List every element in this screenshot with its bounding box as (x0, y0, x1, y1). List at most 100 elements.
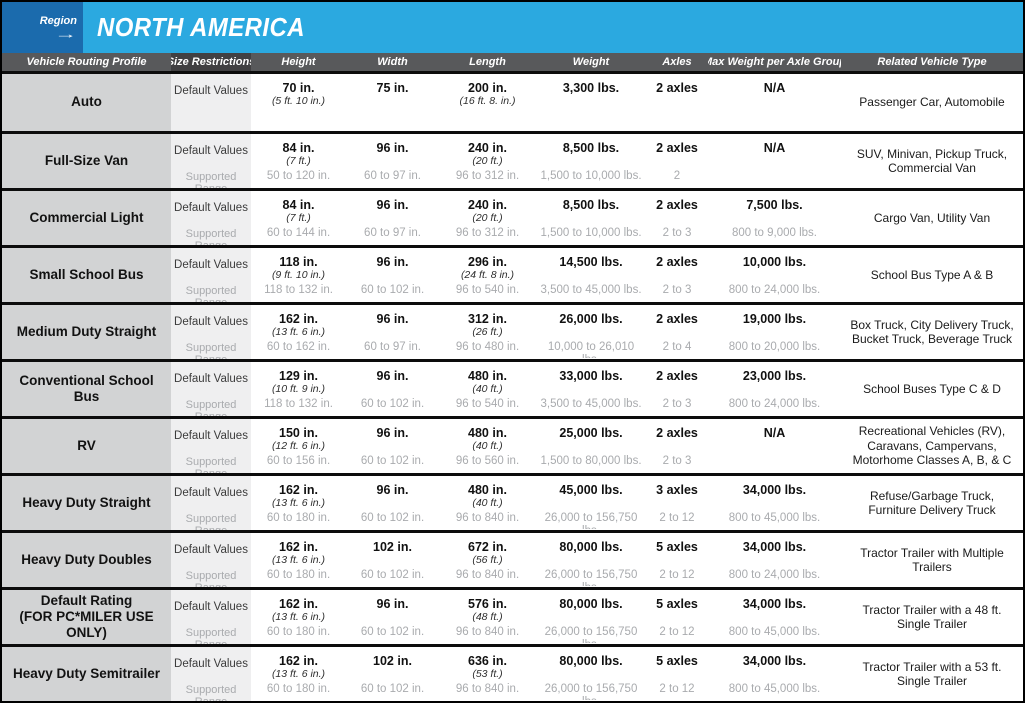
weight-supported-range: 3,500 to 45,000 lbs. (540, 284, 642, 296)
height-default-value: 84 in. (282, 141, 315, 155)
length-default-value: 240 in. (468, 198, 507, 212)
height-cell: 162 in. (13 ft. 6 in.) 60 to 180 in. (251, 533, 346, 587)
length-supported-range: 96 to 840 in. (455, 569, 520, 581)
length-cell: 672 in. (56 ft.) 96 to 840 in. (439, 533, 536, 587)
axles-supported-range: 2 to 3 (662, 455, 692, 467)
max-axle-weight-default-value: N/A (763, 426, 786, 440)
max-axle-weight-supported-range: 800 to 24,000 lbs. (728, 569, 821, 581)
width-cell: 75 in. (346, 74, 439, 131)
vehicle-profile-cell: Heavy Duty Semitrailer (2, 647, 171, 701)
height-cell: 129 in. (10 ft. 9 in.) 118 to 132 in. (251, 362, 346, 416)
axles-default-value: 2 axles (656, 198, 698, 212)
length-cell: 296 in. (24 ft. 8 in.) 96 to 540 in. (439, 248, 536, 302)
axles-default-value: 5 axles (656, 540, 698, 554)
column-header-weight: Weight (572, 56, 610, 68)
height-cell: 162 in. (13 ft. 6 in.) 60 to 180 in. (251, 590, 346, 644)
related-vehicle-type: Passenger Car, Automobile (859, 95, 1005, 110)
max-axle-weight-cell: N/A (708, 74, 841, 131)
default-values-label: Default Values (174, 202, 248, 214)
length-default-sub: (40 ft.) (472, 440, 503, 453)
weight-cell: 8,500 lbs. 1,500 to 10,000 lbs. (536, 191, 646, 245)
related-vehicle-type: Recreational Vehicles (RV), Caravans, Ca… (852, 424, 1012, 468)
column-header-axles: Axles (662, 56, 692, 68)
length-cell: 240 in. (20 ft.) 96 to 312 in. (439, 134, 536, 188)
weight-default-value: 80,000 lbs. (559, 540, 623, 554)
width-supported-range: 60 to 97 in. (364, 341, 421, 353)
axles-cell: 2 axles (646, 74, 708, 131)
length-supported-range: 96 to 560 in. (455, 455, 520, 467)
height-supported-range: 60 to 180 in. (266, 569, 331, 581)
axles-default-value: 5 axles (656, 597, 698, 611)
length-cell: 240 in. (20 ft.) 96 to 312 in. (439, 191, 536, 245)
vehicle-profile-name: Heavy Duty Semitrailer (12, 665, 161, 681)
supported-range-label: Supported Range (185, 285, 237, 302)
weight-cell: 80,000 lbs. 26,000 to 156,750 lbs. (536, 590, 646, 644)
axles-supported-range: 2 to 12 (659, 683, 695, 695)
weight-default-value: 26,000 lbs. (559, 312, 623, 326)
max-axle-weight-cell: N/A (708, 134, 841, 188)
max-axle-weight-default-value: 19,000 lbs. (742, 312, 807, 326)
weight-cell: 45,000 lbs. 26,000 to 156,750 lbs. (536, 476, 646, 530)
width-cell: 102 in. 60 to 102 in. (346, 533, 439, 587)
weight-cell: 8,500 lbs. 1,500 to 10,000 lbs. (536, 134, 646, 188)
related-vehicle-type: Refuse/Garbage Truck, Furniture Delivery… (868, 488, 996, 517)
width-default-value: 96 in. (376, 141, 409, 155)
axles-cell: 5 axles 2 to 12 (646, 590, 708, 644)
size-restrictions-cell: Default Values Supported Range (171, 191, 251, 245)
height-default-sub: (5 ft. 10 in.) (271, 95, 326, 108)
max-axle-weight-default-value: 7,500 lbs. (746, 198, 803, 212)
axles-default-value: 3 axles (656, 483, 698, 497)
max-axle-weight-supported-range: 800 to 45,000 lbs. (728, 626, 821, 638)
vehicle-row: Medium Duty Straight Default Values Supp… (2, 302, 1023, 359)
width-default-value: 96 in. (376, 483, 409, 497)
width-supported-range: 60 to 102 in. (360, 512, 425, 524)
related-vehicle-type-cell: Tractor Trailer with a 48 ft. Single Tra… (841, 590, 1023, 644)
size-restrictions-cell: Default Values Supported Range (171, 362, 251, 416)
height-default-sub: (13 ft. 6 in.) (271, 611, 326, 624)
height-default-value: 84 in. (282, 198, 315, 212)
column-header-max-weight-per-axle-group: Max Weight per Axle Group (708, 56, 841, 68)
axles-cell: 2 axles 2 to 3 (646, 191, 708, 245)
max-axle-weight-cell: N/A (708, 419, 841, 473)
weight-default-value: 33,000 lbs. (559, 369, 623, 383)
axles-supported-range: 2 (673, 170, 681, 182)
default-values-label: Default Values (174, 145, 248, 157)
vehicle-row: Conventional School Bus Default Values S… (2, 359, 1023, 416)
vehicle-profile-cell: Small School Bus (2, 248, 171, 302)
max-axle-weight-supported-range: 800 to 24,000 lbs. (728, 398, 821, 410)
vehicle-row: Heavy Duty Straight Default Values Suppo… (2, 473, 1023, 530)
height-default-sub: (9 ft. 10 in.) (271, 269, 326, 282)
supported-range-label: Supported Range (185, 684, 237, 701)
axles-supported-range: 2 to 4 (662, 341, 692, 353)
vehicle-profile-cell: Medium Duty Straight (2, 305, 171, 359)
axles-supported-range: 2 to 3 (662, 284, 692, 296)
size-restrictions-cell: Default Values Supported Range (171, 476, 251, 530)
axles-default-value: 5 axles (656, 654, 698, 668)
width-cell: 96 in. 60 to 97 in. (346, 305, 439, 359)
vehicle-row: Heavy Duty Doubles Default Values Suppor… (2, 530, 1023, 587)
max-axle-weight-cell: 10,000 lbs. 800 to 24,000 lbs. (708, 248, 841, 302)
vehicle-row: Heavy Duty Semitrailer Default Values Su… (2, 644, 1023, 701)
max-axle-weight-cell: 23,000 lbs. 800 to 24,000 lbs. (708, 362, 841, 416)
supported-range-label: Supported Range (185, 342, 237, 359)
height-supported-range: 60 to 180 in. (266, 683, 331, 695)
weight-supported-range: 1,500 to 80,000 lbs. (540, 455, 642, 467)
length-default-sub: (20 ft.) (472, 212, 503, 225)
weight-cell: 33,000 lbs. 3,500 to 45,000 lbs. (536, 362, 646, 416)
length-cell: 636 in. (53 ft.) 96 to 840 in. (439, 647, 536, 701)
table-body: Auto Default Values Supported Range 70 i… (2, 71, 1023, 701)
axles-supported-range: 2 to 12 (659, 569, 695, 581)
max-axle-weight-default-value: 34,000 lbs. (742, 654, 807, 668)
height-cell: 118 in. (9 ft. 10 in.) 118 to 132 in. (251, 248, 346, 302)
size-restrictions-cell: Default Values Supported Range (171, 134, 251, 188)
max-axle-weight-default-value: N/A (763, 141, 786, 155)
axles-cell: 2 axles 2 to 3 (646, 419, 708, 473)
vehicle-profile-cell: Auto (2, 74, 171, 131)
max-axle-weight-default-value: 34,000 lbs. (742, 483, 807, 497)
height-cell: 70 in. (5 ft. 10 in.) (251, 74, 346, 131)
related-vehicle-type-cell: SUV, Minivan, Pickup Truck, Commercial V… (841, 134, 1023, 188)
length-default-sub: (56 ft.) (472, 554, 503, 567)
width-cell: 96 in. 60 to 102 in. (346, 248, 439, 302)
size-restrictions-cell: Default Values Supported Range (171, 533, 251, 587)
right-arrow-icon: → (54, 26, 77, 41)
